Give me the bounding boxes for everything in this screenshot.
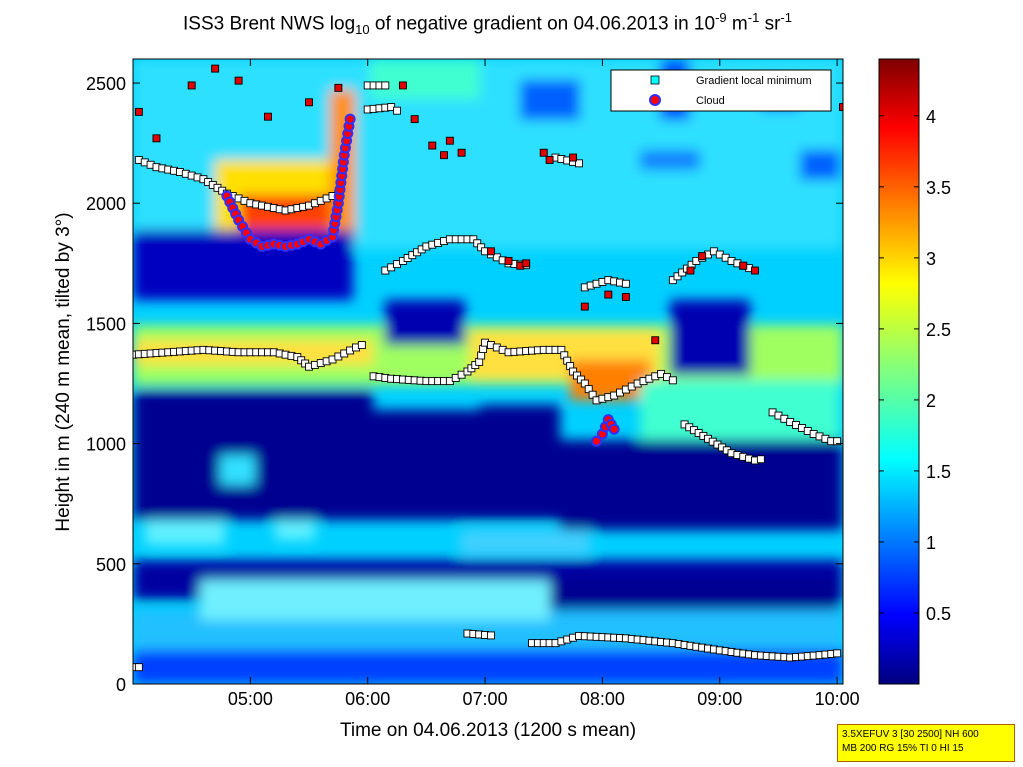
gradient-minimum-marker-high <box>651 336 660 345</box>
gradient-minimum-marker-high <box>457 148 466 157</box>
y-tick-label: 0 <box>116 675 126 695</box>
gradient-minimum-marker-high <box>264 112 272 121</box>
gradient-minimum-marker <box>381 81 390 90</box>
parameter-info-box: 3.5XEFUV 3 [30 2500] NH 600 MB 200 RG 15… <box>837 724 1015 762</box>
gradient-minimum-marker-high <box>305 98 313 107</box>
title-subscript: 10 <box>355 22 370 38</box>
gradient-minimum-marker <box>833 649 842 658</box>
gradient-minimum-marker <box>479 345 488 354</box>
colorbar <box>878 58 920 685</box>
gradient-minimum-marker-high <box>545 156 554 164</box>
y-tick-label: 1000 <box>86 435 126 455</box>
gradient-minimum-marker-high <box>698 252 707 261</box>
x-axis-ticks: 05:00 06:00 07:00 08:00 09:00 10:00 <box>228 59 860 709</box>
gradient-minimum-marker <box>475 357 484 366</box>
gradient-minimum-marker-high <box>739 261 748 270</box>
gradient-minimum-marker-high <box>522 259 531 268</box>
gradient-minimum-marker-high <box>152 134 161 143</box>
colorbar-tick-label: 3 <box>926 249 936 269</box>
legend-label-cloud: Cloud <box>696 95 725 107</box>
gradient-minimum-marker-high <box>398 81 407 90</box>
x-tick-label: 10:00 <box>815 689 860 709</box>
x-axis-label: Time on 04.06.2013 (1200 s mean) <box>340 720 636 741</box>
x-tick-label: 05:00 <box>228 689 273 709</box>
gradient-minimum-marker-high <box>445 136 454 145</box>
gradient-minimum-markers <box>133 64 843 672</box>
x-tick-label: 08:00 <box>580 689 625 709</box>
gradient-minimum-marker-high <box>751 266 759 275</box>
legend-marker-gradient-minimum <box>650 75 660 85</box>
title-mid: of negative gradient on 04.06.2013 in 10 <box>369 13 716 35</box>
x-tick-label: 09:00 <box>697 689 742 709</box>
gradient-minimum-marker <box>134 663 143 672</box>
gradient-minimum-marker-high <box>428 141 437 150</box>
colorbar-tick-label: 0.5 <box>926 604 951 624</box>
info-line-2: MB 200 RG 15% TI 0 HI 15 <box>842 743 964 754</box>
x-tick-label: 06:00 <box>345 689 390 709</box>
x-tick-label: 07:00 <box>463 689 508 709</box>
legend: Gradient local minimum Cloud <box>610 69 832 112</box>
gradient-minimum-marker-high <box>580 302 589 311</box>
cloud-marker <box>344 113 356 125</box>
y-axis-label: Height in m (240 m mean, tilted by 3°) <box>53 212 74 531</box>
gradient-minimum-marker-high <box>134 107 143 116</box>
colorbar-tick-label: 4 <box>926 107 936 127</box>
gradient-minimum-marker <box>833 437 842 446</box>
title-sup-2: -1 <box>747 10 760 25</box>
gradient-minimum-marker <box>393 106 401 115</box>
gradient-minimum-marker-high <box>569 153 578 162</box>
gradient-minimum-marker-high <box>234 76 243 85</box>
gradient-minimum-marker <box>575 159 583 168</box>
plot-frame <box>132 58 844 685</box>
cloud-markers <box>221 113 620 447</box>
y-tick-label: 1500 <box>86 314 126 334</box>
gradient-minimum-marker <box>486 631 495 640</box>
legend-label-gradient-minimum: Gradient local minimum <box>696 75 812 87</box>
colorbar-tick-label: 2.5 <box>926 320 951 340</box>
y-tick-label: 2500 <box>86 74 126 94</box>
title-unit-1: m <box>726 13 748 35</box>
cloud-marker <box>591 435 603 447</box>
legend-box <box>610 69 832 112</box>
gradient-minimum-marker-high <box>187 81 196 90</box>
y-tick-label: 2000 <box>86 194 126 214</box>
heatmap-field <box>133 59 843 684</box>
gradient-minimum-marker <box>477 351 486 360</box>
gradient-minimum-marker-high <box>686 266 695 275</box>
colorbar-tick-label: 1.5 <box>926 462 951 482</box>
gradient-minimum-marker <box>357 341 366 350</box>
title-sup-1: -9 <box>715 10 727 25</box>
legend-marker-cloud <box>649 94 661 106</box>
gradient-minimum-marker-high <box>211 64 220 73</box>
gradient-minimum-marker <box>668 376 677 385</box>
title-main: ISS3 Brent NWS log <box>183 13 356 35</box>
title-unit-2: sr <box>759 13 781 35</box>
colorbar-tick-label: 2 <box>926 391 936 411</box>
gradient-minimum-marker-high <box>504 256 513 265</box>
info-line-1: 3.5XEFUV 3 [30 2500] NH 600 <box>842 729 979 740</box>
gradient-minimum-marker-high <box>621 293 630 301</box>
gradient-minimum-marker-high <box>539 148 548 157</box>
colorbar-tick-label: 3.5 <box>926 178 951 198</box>
gradient-minimum-marker-high <box>334 83 343 92</box>
y-axis-ticks: 0 500 1000 1500 2000 2500 <box>86 74 843 695</box>
gradient-minimum-marker-high <box>604 290 613 299</box>
y-tick-label: 500 <box>96 555 126 575</box>
title-sup-3: -1 <box>780 10 792 25</box>
gradient-minimum-marker <box>621 279 630 288</box>
gradient-minimum-marker-high <box>440 151 448 160</box>
cloud-marker <box>608 423 620 435</box>
gradient-minimum-marker-high <box>839 103 843 112</box>
gradient-minimum-marker-high <box>410 115 419 124</box>
colorbar-ticks: 0.5 1 1.5 2 2.5 3 3.5 4 <box>879 107 951 624</box>
gradient-minimum-marker-high <box>486 247 495 256</box>
gradient-minimum-marker <box>756 455 765 464</box>
chart-title: ISS3 Brent NWS log10 of negative gradien… <box>0 10 975 37</box>
colorbar-tick-label: 1 <box>926 533 936 553</box>
